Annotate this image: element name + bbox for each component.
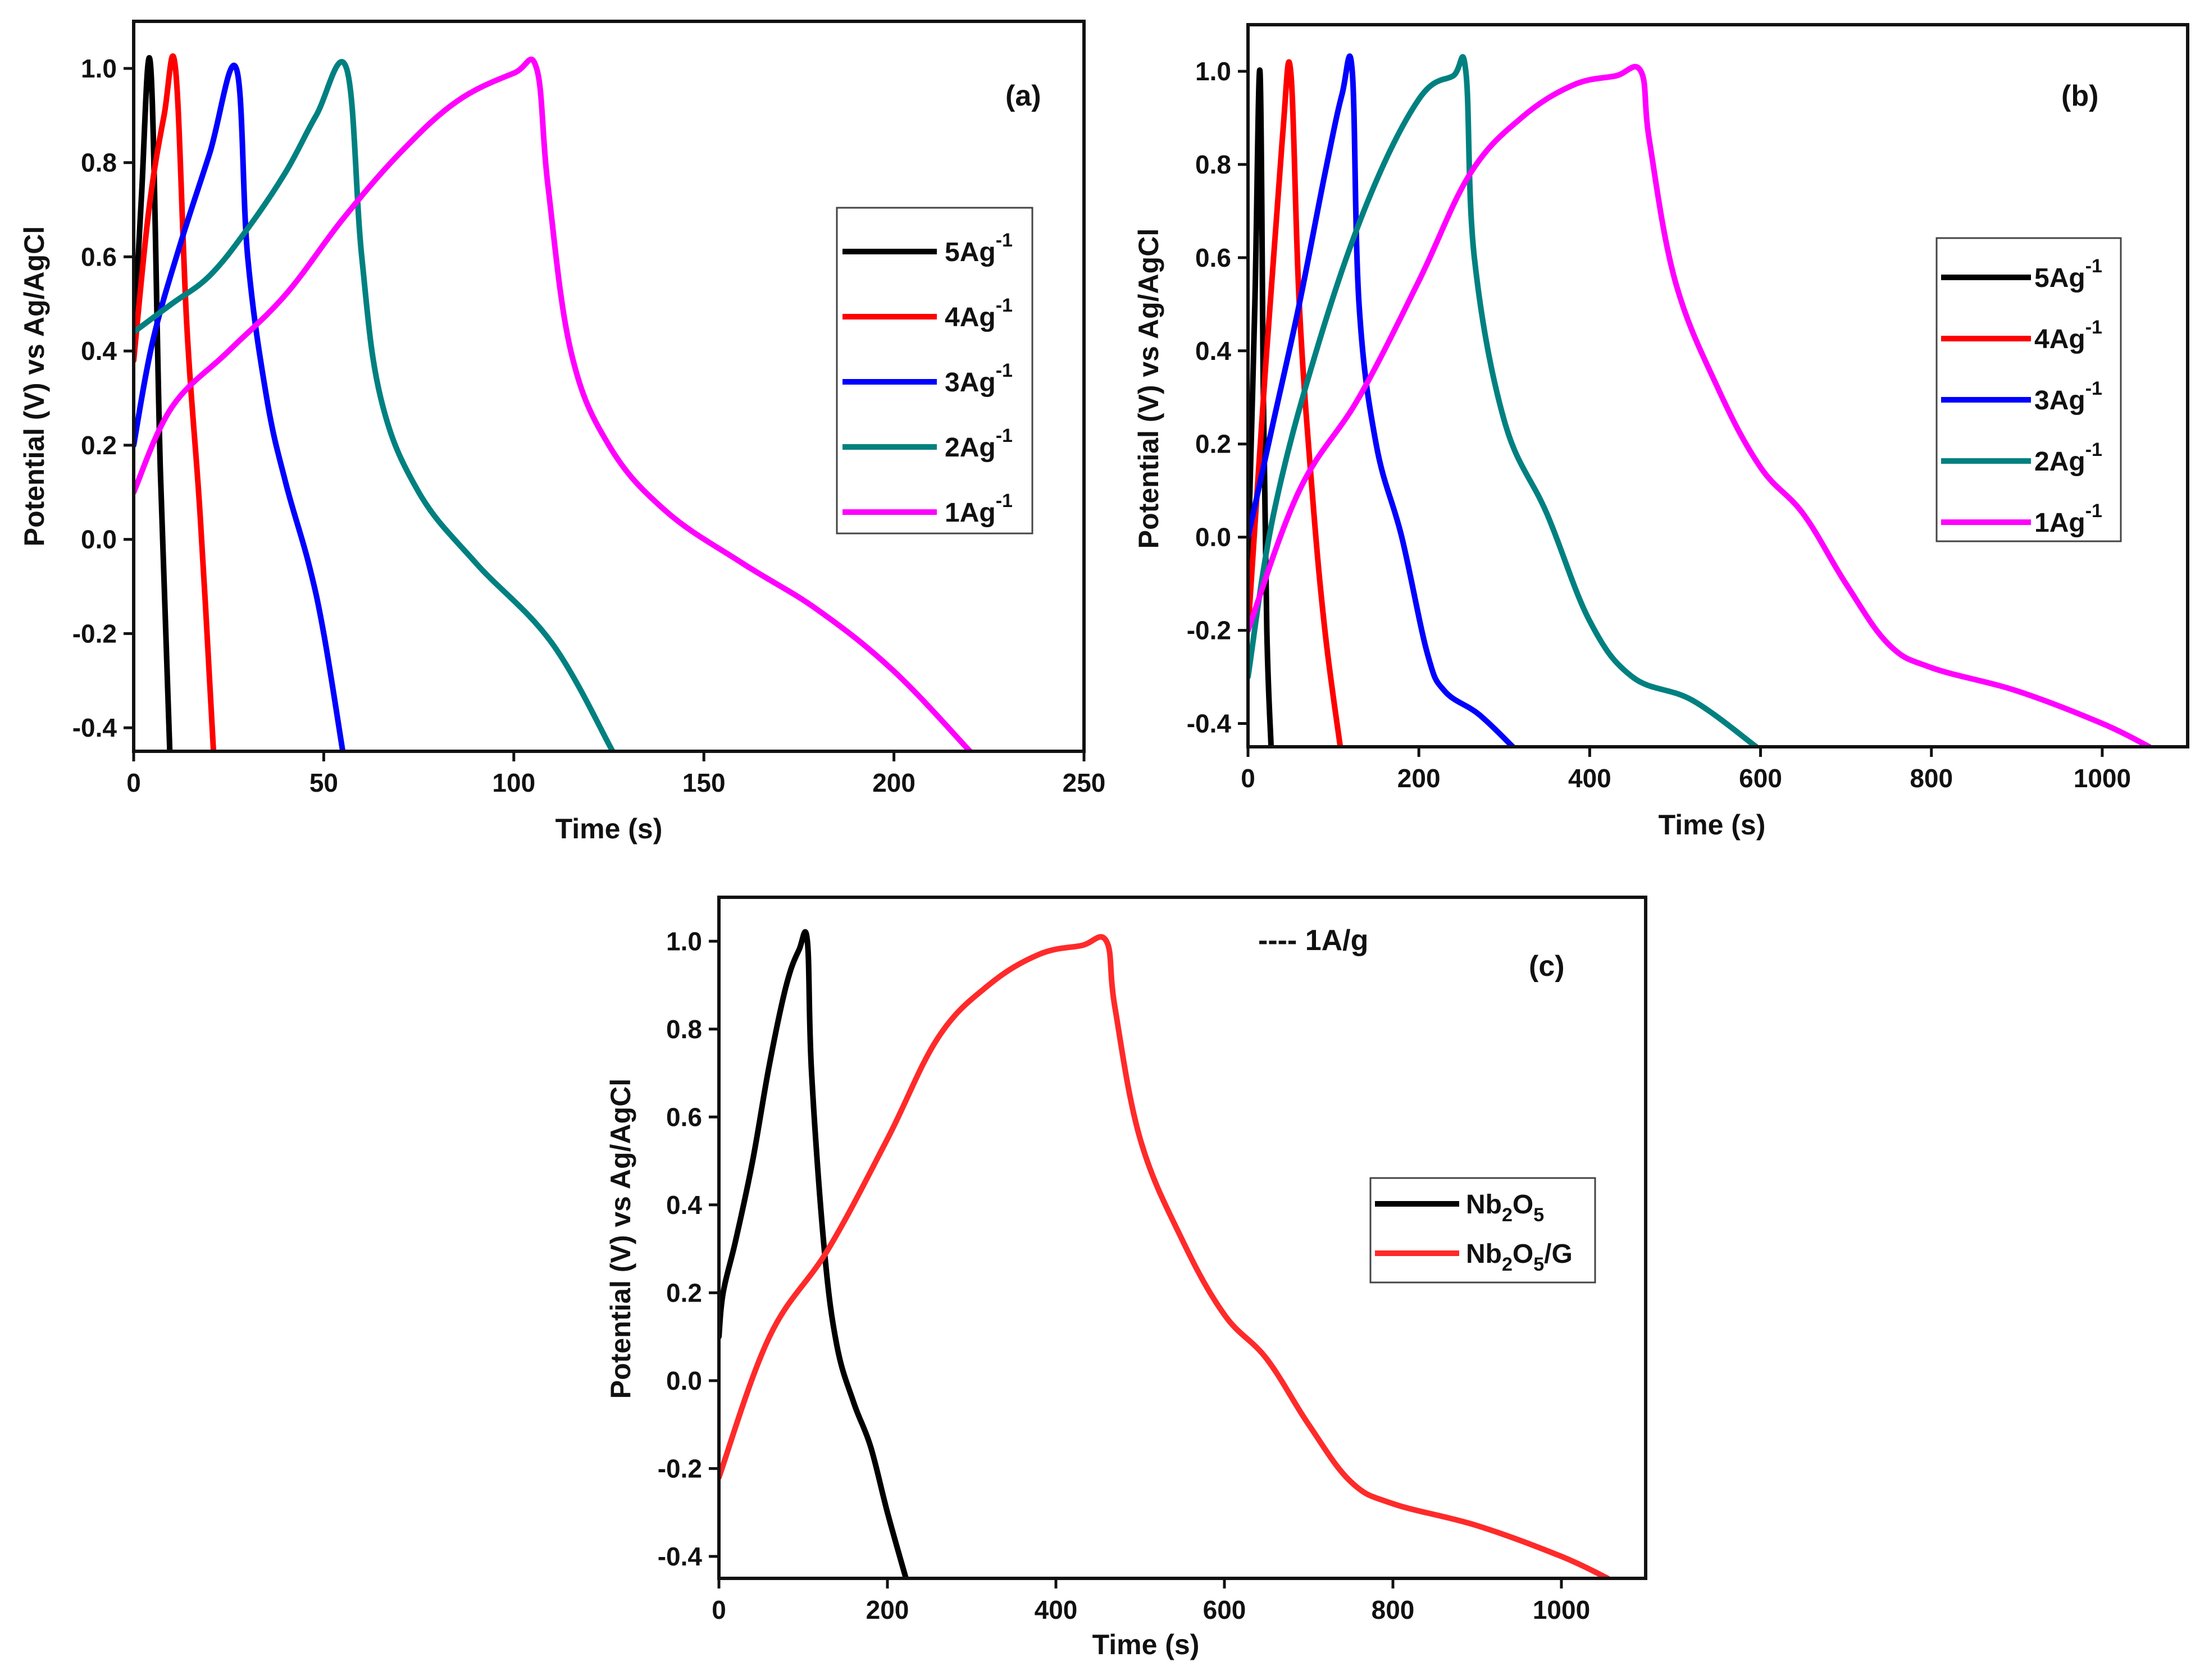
panel-b: 0 200 400 600 800 1000 -0.4 -0.2 0.0 0.2 0.4 0.6 0.8… bbox=[1133, 23, 2189, 841]
panel-a-legend-label-4: 1Ag-1 bbox=[945, 490, 1013, 528]
panel-a-ticks: 0 50 100 150 200 250 -0.4 -0.2 0.0 0.2 0.4 0.6 0.8 1.… bbox=[72, 54, 1106, 797]
panel-c-legend: Nb2O5 Nb2O5/G bbox=[1369, 1177, 1596, 1284]
panel-c-x-axis-label: Time (s) bbox=[1092, 1629, 1200, 1660]
panel-b-legend-label-0: 5Ag-1 bbox=[2034, 255, 2102, 293]
panel-c-annotation: ---- 1A/g bbox=[1258, 924, 1368, 957]
panel-c-x-tick-label: 200 bbox=[866, 1595, 909, 1624]
panel-c-y-tick-label: -0.2 bbox=[658, 1454, 702, 1483]
panel-a-y-tick-label: 0.0 bbox=[81, 525, 117, 554]
panel-c-legend-label-0: Nb2O5 bbox=[1466, 1190, 1544, 1226]
panel-b-plot-frame bbox=[1246, 23, 2189, 748]
panel-c-legend-label-1: Nb2O5/G bbox=[1466, 1239, 1573, 1275]
panel-c-legend-entries: Nb2O5 Nb2O5/G bbox=[1375, 1190, 1573, 1275]
panel-a-y-tick-label: -0.2 bbox=[72, 619, 117, 648]
panel-b-y-axis-label: Potential (V) vs Ag/AgCl bbox=[1133, 229, 1164, 549]
panel-a-x-tick-label: 0 bbox=[126, 768, 141, 797]
panel-b-legend-label-3: 2Ag-1 bbox=[2034, 439, 2102, 477]
panel-c-x-tick-label: 400 bbox=[1035, 1595, 1078, 1624]
panel-a-y-tick-label: 1.0 bbox=[81, 54, 117, 83]
panel-b-x-tick-label: 1000 bbox=[2074, 764, 2131, 793]
panel-a-y-tick-label: -0.4 bbox=[72, 713, 117, 742]
panel-a-x-tick-label: 100 bbox=[492, 768, 535, 797]
panel-b-y-tick-label: 0.6 bbox=[1195, 243, 1231, 272]
panel-c-series-line-0 bbox=[719, 929, 909, 1578]
panel-c-plot-frame bbox=[717, 896, 1647, 1580]
panel-b-y-tick-label: 0.8 bbox=[1195, 150, 1231, 179]
panel-c-y-tick-label: 0.2 bbox=[666, 1278, 702, 1307]
panel-a-series-line-1 bbox=[134, 53, 217, 751]
panel-c-legend-box bbox=[1369, 1177, 1596, 1284]
panel-a-legend-label-0: 5Ag-1 bbox=[945, 230, 1013, 267]
panel-a-legend-box bbox=[836, 207, 1033, 535]
panel-a-label: (a) bbox=[1005, 80, 1041, 112]
panel-b-y-tick-label: -0.2 bbox=[1187, 616, 1231, 645]
panel-a-y-axis-label: Potential (V) vs Ag/AgCl bbox=[19, 226, 50, 546]
panel-b-legend-entries: 5Ag-1 4Ag-1 3Ag-1 2Ag-1 1Ag-1 bbox=[1941, 255, 2102, 538]
panel-a-legend-label-1: 4Ag-1 bbox=[945, 295, 1013, 332]
panel-b-y-tick-label: 1.0 bbox=[1195, 57, 1231, 86]
panel-b-series-line-4 bbox=[1248, 63, 2152, 747]
panel-a-legend-label-3: 2Ag-1 bbox=[945, 425, 1013, 463]
panel-a-y-tick-label: 0.4 bbox=[81, 336, 117, 366]
panel-c-ticks: 0 200 400 600 800 1000 -0.4 -0.2 0.0 0.2 0.4 0.6 0.8… bbox=[658, 926, 1590, 1624]
panel-b-ticks: 0 200 400 600 800 1000 -0.4 -0.2 0.0 0.2 0.4 0.6 0.8… bbox=[1187, 57, 2131, 793]
panel-a-legend-label-2: 3Ag-1 bbox=[945, 360, 1013, 398]
panel-a-series-line-3 bbox=[134, 59, 616, 751]
panel-b-x-tick-label: 200 bbox=[1397, 764, 1441, 793]
panel-c-x-tick-label: 800 bbox=[1372, 1595, 1415, 1624]
panel-c-y-tick-label: 0.0 bbox=[666, 1366, 702, 1395]
panel-b-y-tick-label: 0.4 bbox=[1195, 336, 1231, 366]
panel-a-y-tick-label: 0.6 bbox=[81, 242, 117, 271]
panel-b-x-tick-label: 400 bbox=[1568, 764, 1611, 793]
panel-a-x-tick-label: 250 bbox=[1063, 768, 1106, 797]
panel-a-y-tick-label: 0.8 bbox=[81, 148, 117, 177]
panel-b-legend-label-4: 1Ag-1 bbox=[2034, 500, 2102, 538]
panel-b-series-line-1 bbox=[1248, 59, 1343, 747]
panel-a-series bbox=[134, 53, 973, 751]
panel-b-series-line-0 bbox=[1248, 67, 1274, 747]
panel-b-series bbox=[1248, 53, 2152, 747]
panel-c-series bbox=[719, 929, 1611, 1578]
panel-b-series-line-2 bbox=[1248, 53, 1516, 747]
panel-a-legend-entries: 5Ag-1 4Ag-1 3Ag-1 2Ag-1 1Ag-1 bbox=[842, 230, 1013, 528]
panel-b-x-axis-label: Time (s) bbox=[1659, 809, 1766, 841]
panel-b-x-tick-label: 0 bbox=[1241, 764, 1255, 793]
panel-b-legend-label-1: 4Ag-1 bbox=[2034, 317, 2102, 354]
panel-b-series-line-3 bbox=[1248, 54, 1759, 747]
panel-a-x-tick-label: 50 bbox=[309, 768, 338, 797]
panel-a-legend: 5Ag-1 4Ag-1 3Ag-1 2Ag-1 1Ag-1 bbox=[836, 207, 1033, 535]
panel-b-legend-label-2: 3Ag-1 bbox=[2034, 378, 2102, 416]
panel-b-y-tick-label: 0.0 bbox=[1195, 523, 1231, 552]
panel-c-y-tick-label: 1.0 bbox=[666, 926, 702, 956]
panel-c-x-tick-label: 600 bbox=[1203, 1595, 1246, 1624]
panel-c-y-tick-label: 0.6 bbox=[666, 1102, 702, 1131]
panel-b-label: (b) bbox=[2061, 80, 2098, 112]
panel-b-legend-box bbox=[1935, 237, 2122, 542]
panel-a-series-line-4 bbox=[134, 56, 973, 751]
panel-c-y-axis-label: Potential (V) vs Ag/AgCl bbox=[605, 1079, 636, 1399]
panel-b-x-tick-label: 600 bbox=[1739, 764, 1782, 793]
panel-c-y-tick-label: 0.8 bbox=[666, 1015, 702, 1044]
panel-a-x-tick-label: 200 bbox=[872, 768, 916, 797]
panel-a-plot-frame bbox=[132, 20, 1086, 753]
panel-a-series-line-0 bbox=[134, 55, 173, 751]
panel-b-legend: 5Ag-1 4Ag-1 3Ag-1 2Ag-1 1Ag-1 bbox=[1935, 237, 2122, 542]
panel-c: 0 200 400 600 800 1000 -0.4 -0.2 0.0 0.2 0.4 0.6 0.8… bbox=[605, 896, 1647, 1660]
panel-c-x-tick-label: 1000 bbox=[1533, 1595, 1590, 1624]
panel-a-y-tick-label: 0.2 bbox=[81, 431, 117, 460]
panel-c-x-tick-label: 0 bbox=[712, 1595, 726, 1624]
panel-b-y-tick-label: -0.4 bbox=[1187, 709, 1232, 738]
panel-c-series-line-1 bbox=[719, 934, 1611, 1578]
panel-a-x-tick-label: 150 bbox=[682, 768, 726, 797]
panel-a: 0 50 100 150 200 250 -0.4 -0.2 0.0 0.2 0.4 0.6 0.8 1.… bbox=[19, 20, 1106, 844]
panel-b-x-tick-label: 800 bbox=[1910, 764, 1953, 793]
panel-a-x-axis-label: Time (s) bbox=[555, 813, 663, 844]
panel-c-y-tick-label: -0.4 bbox=[658, 1542, 703, 1571]
panel-c-y-tick-label: 0.4 bbox=[666, 1190, 702, 1220]
panel-c-label: (c) bbox=[1529, 950, 1565, 983]
panel-b-y-tick-label: 0.2 bbox=[1195, 430, 1231, 459]
